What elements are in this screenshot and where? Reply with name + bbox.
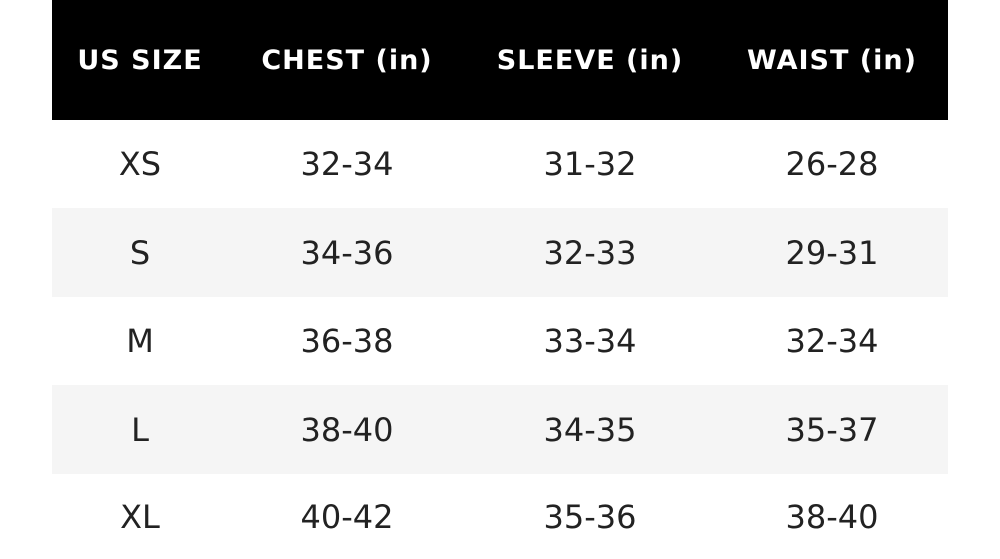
table-cell: WAIST (in) (747, 44, 917, 76)
table-cell: XS (118, 145, 162, 183)
table-cell: 31-32 (543, 145, 637, 183)
table-cell: 34-35 (543, 410, 637, 449)
table-cell: US SIZE (77, 44, 203, 76)
table-cell: 40-42 (300, 497, 394, 536)
table-header: US SIZE CHEST (in) SLEEVE (in) WAIST (in) (52, 0, 948, 120)
table-cell: 34-36 (300, 233, 394, 272)
table-row: M 36-38 33-34 32-34 (52, 297, 948, 385)
table-cell: 32-34 (300, 145, 394, 183)
table-cell: 33-34 (543, 322, 637, 360)
table-cell: 32-33 (543, 233, 637, 272)
table-cell: 32-34 (785, 322, 879, 360)
table-row: XL 40-42 35-36 38-40 (52, 474, 948, 559)
table-cell: SLEEVE (in) (496, 44, 684, 76)
table-cell: 35-36 (543, 497, 637, 536)
table-cell: XL (120, 497, 160, 536)
table-cell: 26-28 (785, 145, 879, 183)
table-cell: 29-31 (785, 233, 879, 272)
table-cell: 38-40 (300, 410, 394, 449)
table-cell: L (131, 410, 149, 449)
table-cell: M (126, 322, 154, 360)
table-row: XS 32-34 31-32 26-28 (52, 120, 948, 208)
size-table: US SIZE CHEST (in) SLEEVE (in) WAIST (in) XS… (52, 0, 948, 559)
table-cell: 36-38 (300, 322, 394, 360)
table-row: S 34-36 32-33 29-31 (52, 208, 948, 297)
table-cell: 35-37 (785, 410, 879, 449)
table-cell: CHEST (in) (261, 44, 433, 76)
table-cell: S (129, 233, 151, 272)
table-row: L 38-40 34-35 35-37 (52, 385, 948, 474)
table-cell: 38-40 (785, 497, 879, 536)
